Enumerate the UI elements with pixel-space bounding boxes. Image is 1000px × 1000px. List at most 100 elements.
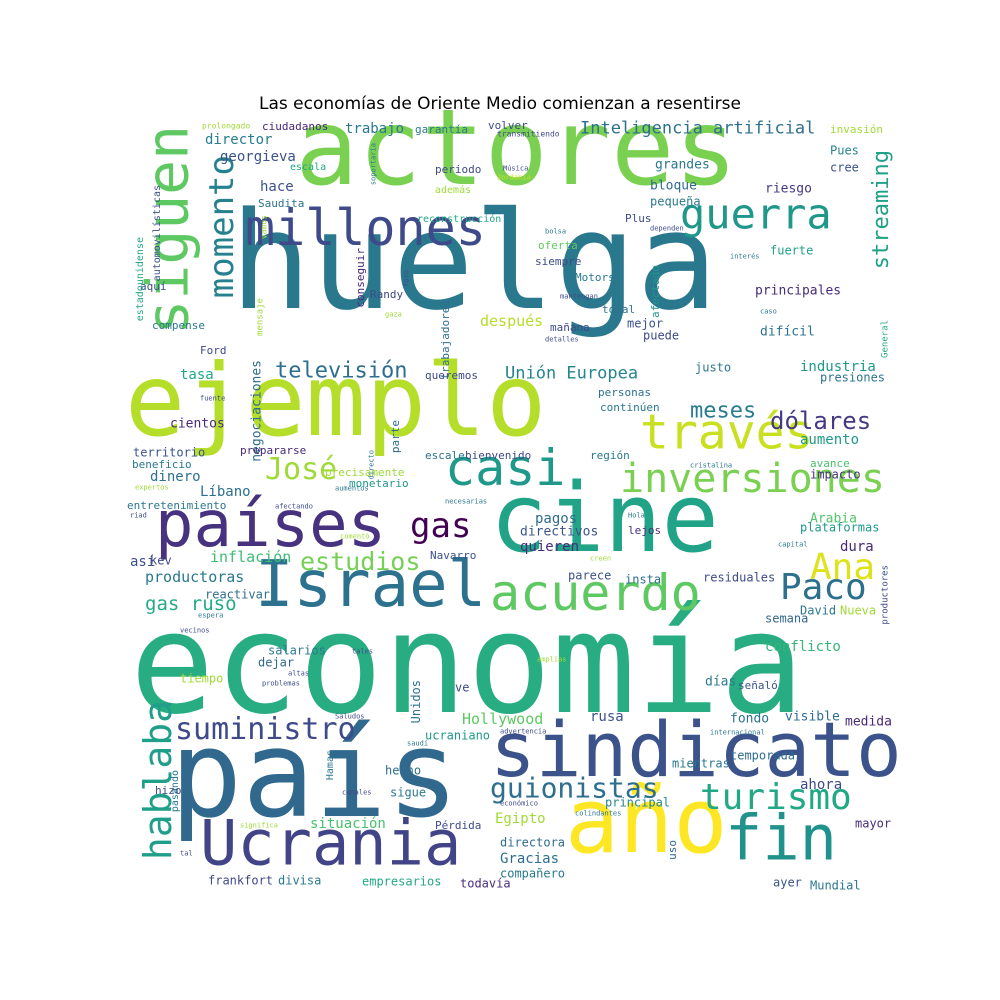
word-cloud-word: Inteligencia artificial [580, 119, 815, 139]
word-cloud-word: productores [880, 565, 890, 625]
word-cloud-word: Ucrania [200, 807, 461, 880]
word-cloud-word: directivos [520, 524, 598, 539]
word-cloud-word: total [602, 303, 635, 316]
word-cloud-word: suministro [175, 712, 356, 747]
word-cloud-word: lejos [628, 524, 661, 537]
word-cloud-word: industria [800, 359, 876, 375]
word-cloud-word: cree [830, 161, 859, 175]
word-cloud-word: tal [180, 850, 193, 858]
word-cloud-word: ve [455, 681, 469, 695]
word-cloud-word: inflación [210, 548, 291, 566]
word-cloud-word: conflicto [765, 639, 841, 655]
word-cloud-word: economía [130, 583, 804, 746]
word-cloud-word: trabajadores [439, 300, 452, 379]
word-cloud-word: Motors [575, 271, 615, 284]
word-cloud-word: impacto [810, 468, 861, 482]
word-cloud-word: estudios [300, 547, 420, 576]
word-cloud-word: principal [605, 796, 670, 810]
word-cloud-word: prolongado [202, 121, 250, 130]
word-cloud-word: hecho [385, 764, 421, 778]
word-cloud-word: Pérdida [435, 819, 481, 832]
word-cloud-word: actores [295, 87, 738, 209]
word-cloud-word: Hamas [325, 750, 336, 780]
word-cloud-word: hizo [155, 784, 182, 797]
word-cloud-word: dependen [650, 225, 684, 233]
word-cloud-word: entretenimiento [127, 499, 226, 512]
word-cloud-word: ucraniano [425, 729, 490, 743]
chart-title: Las economías de Oriente Medio comienzan… [259, 94, 741, 114]
word-cloud-word: saudí [407, 740, 428, 748]
word-cloud-word: frankfort [208, 874, 273, 888]
word-cloud-word: georgieva [220, 149, 296, 165]
word-cloud-word: oferta [538, 239, 578, 252]
word-cloud-word: tiempo [180, 672, 223, 686]
word-cloud-word: escale [425, 449, 465, 462]
word-cloud-word: Hola [628, 512, 645, 520]
word-cloud-word: ejemplo [125, 342, 546, 459]
word-cloud-word: continúen [600, 401, 660, 414]
word-cloud-word: todavía [460, 877, 511, 891]
word-cloud-word: pequeña [650, 195, 701, 209]
word-cloud-word: Israel [255, 548, 486, 622]
word-cloud-word: Líbano [200, 484, 251, 500]
word-cloud-word: así [130, 554, 155, 570]
word-cloud-word: Navarro [430, 549, 476, 562]
word-cloud-word: fondo [730, 711, 769, 726]
word-cloud-word: aquí [140, 280, 167, 293]
word-cloud-word: grandes [655, 157, 710, 172]
word-cloud-word: inversiones [620, 456, 885, 502]
word-cloud-word: vamos [260, 215, 269, 239]
word-cloud-word: puede [643, 329, 679, 343]
word-cloud-word: mensaje [255, 298, 265, 336]
word-cloud-word: aumentos [335, 485, 369, 493]
word-cloud-word: rusa [590, 709, 624, 725]
word-cloud-word: Gracias [500, 851, 559, 867]
word-cloud-word: través [640, 404, 813, 460]
word-cloud-word: Mundial [810, 879, 861, 893]
word-cloud-word: parte [389, 420, 402, 453]
word-cloud-word: dura [840, 539, 874, 555]
word-cloud-word: medida [845, 714, 892, 729]
word-cloud-word: canales [342, 789, 372, 797]
word-cloud-word: justo [695, 361, 731, 375]
word-cloud-word: siguen [134, 125, 202, 335]
word-cloud-word: salarios [268, 644, 326, 658]
word-cloud-word: semana [765, 612, 808, 626]
word-cloud-word: países [155, 488, 386, 562]
word-cloud-word: país [170, 706, 459, 845]
word-cloud-word: precisamente [325, 466, 404, 479]
word-cloud-word: Egipto [495, 811, 546, 827]
word-cloud-word: momento [202, 155, 242, 298]
word-cloud-word: Música [503, 165, 528, 173]
word-cloud-word: millones [245, 199, 486, 257]
word-cloud-word: huelga [230, 183, 718, 340]
word-cloud-word: dinero [150, 469, 201, 485]
word-cloud-word: bloque [650, 178, 697, 193]
word-cloud-word: ahora [800, 777, 842, 793]
word-cloud-word: automovilísticas [151, 185, 163, 281]
word-cloud-word: divisa [278, 874, 321, 888]
word-cloud-word: amplias [537, 656, 567, 664]
word-cloud-word: capital [778, 541, 808, 549]
word-cloud-word: altas [288, 670, 309, 678]
word-cloud-word: significa [240, 822, 278, 830]
word-cloud-word: presiones [820, 371, 885, 385]
word-cloud-word: invasión [830, 123, 883, 136]
word-cloud-word: uso [666, 840, 679, 860]
word-cloud-word: sigue [390, 786, 426, 800]
word-cloud-word: kev [150, 554, 172, 568]
word-cloud-word: territorio [133, 446, 205, 460]
word-cloud-word: bienvenido [465, 449, 531, 462]
word-cloud-word: Unión Europea [505, 364, 638, 384]
word-cloud-word: reconstrucción [417, 213, 501, 225]
word-cloud-word: internacional [710, 729, 765, 737]
word-cloud-word: fin [725, 802, 837, 875]
word-cloud-word: residuales [703, 571, 775, 585]
word-cloud-word: visible [785, 709, 840, 724]
word-cloud-word: gas ruso [145, 593, 237, 615]
word-cloud-word: streaming [869, 150, 894, 269]
word-cloud-word: cine [490, 464, 719, 574]
word-cloud-word: aumento [800, 432, 859, 448]
word-cloud-word: región [590, 449, 630, 462]
